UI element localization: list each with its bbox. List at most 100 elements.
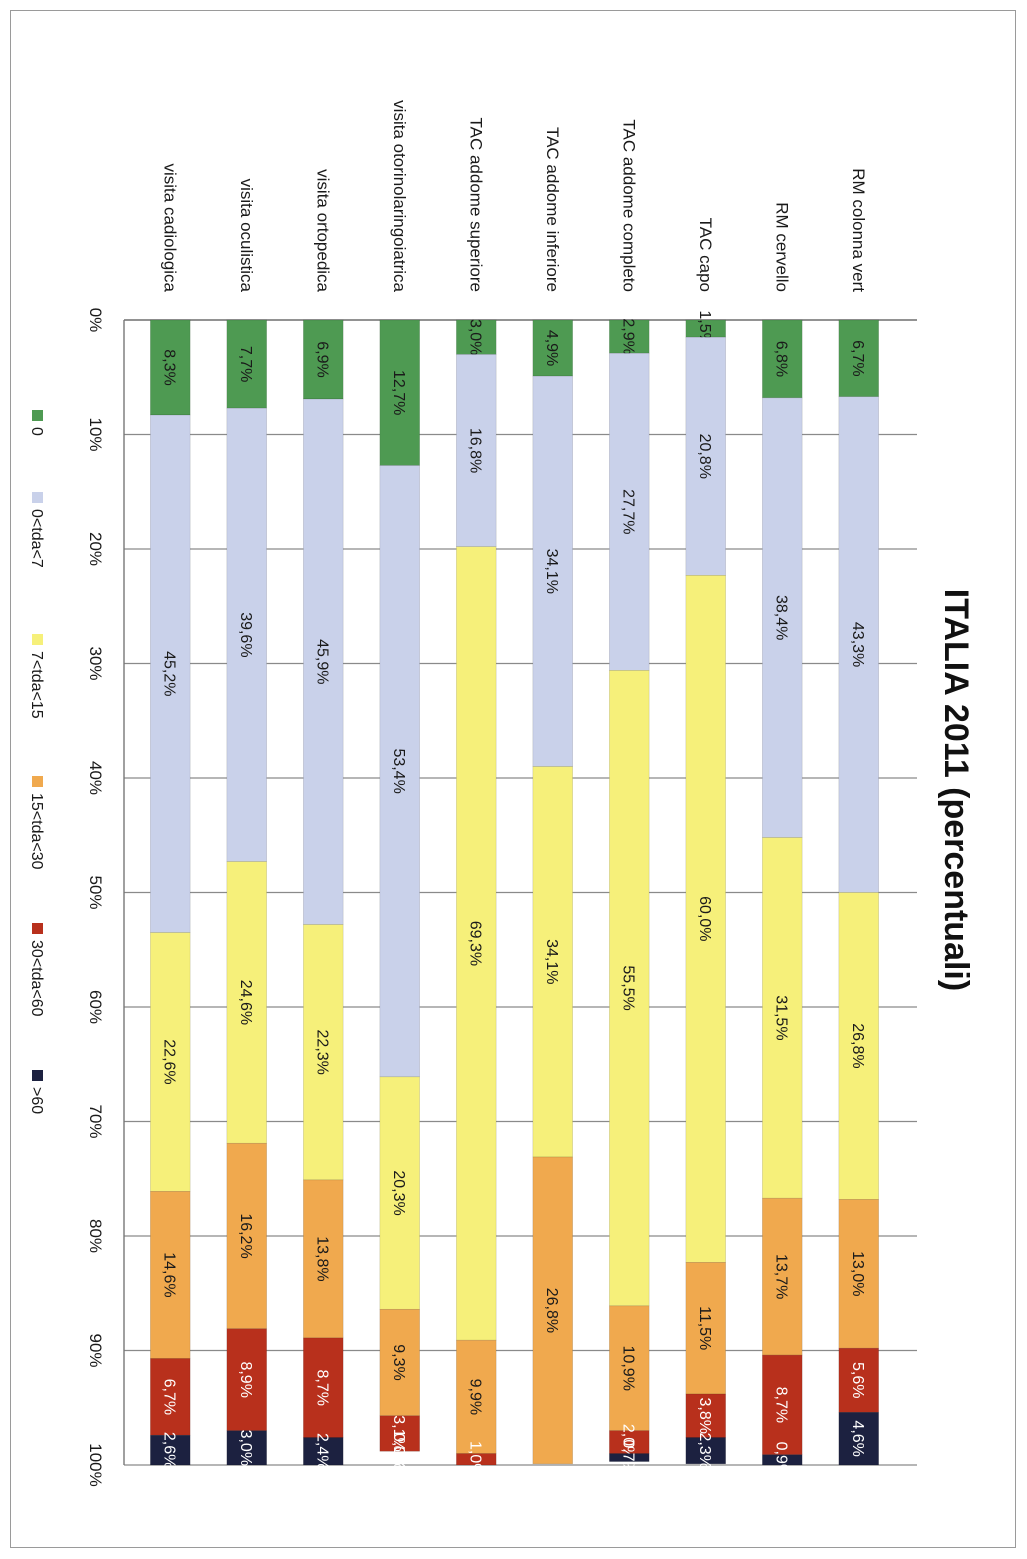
data-label: 16,8% xyxy=(466,428,483,473)
bar-segment xyxy=(150,1434,191,1466)
data-label: 11,5% xyxy=(696,1306,713,1350)
bar-segment xyxy=(150,414,191,933)
data-label: 2,6% xyxy=(160,1432,177,1468)
x-tick-label: 50% xyxy=(86,875,105,909)
data-label: 1,0% xyxy=(466,1441,483,1477)
x-tick-label: 0% xyxy=(86,308,105,333)
data-label: 16,2% xyxy=(237,1213,254,1258)
data-label: 6,7% xyxy=(160,1379,177,1415)
x-tick-label: 10% xyxy=(86,417,105,451)
data-label: 14,6% xyxy=(160,1252,177,1297)
data-label: 20,3% xyxy=(390,1170,407,1215)
bar-segment xyxy=(456,1339,497,1454)
data-label: 39,6% xyxy=(237,612,254,657)
legend-swatch xyxy=(32,634,43,645)
x-tick-label: 90% xyxy=(86,1333,105,1367)
data-label: 20,8% xyxy=(696,434,713,479)
bar-segment xyxy=(762,1454,803,1466)
category-label: visita cadiologica xyxy=(160,163,179,292)
legend-swatch xyxy=(32,923,43,934)
data-label: 8,9% xyxy=(237,1361,254,1397)
bar-segment xyxy=(303,1437,344,1466)
data-label: 2,4% xyxy=(313,1433,330,1469)
chart-title: ITALIA 2011 (percentuali) xyxy=(937,589,975,991)
category-label: TAC capo xyxy=(696,218,715,292)
x-tick-label: 30% xyxy=(86,646,105,680)
category-label: RM colonna vert xyxy=(849,168,868,292)
data-label: 0,0% xyxy=(390,1433,407,1469)
category-label: visita ortopedica xyxy=(313,169,332,292)
data-label: 22,6% xyxy=(160,1039,177,1084)
legend-swatch xyxy=(32,776,43,787)
data-label: 0,7% xyxy=(619,1439,636,1475)
data-label: 8,7% xyxy=(772,1387,789,1423)
data-label: 9,9% xyxy=(466,1379,483,1415)
data-label: 26,8% xyxy=(849,1023,866,1068)
legend-swatch xyxy=(32,492,43,503)
category-label: TAC addome completo xyxy=(619,119,638,292)
data-label: 8,3% xyxy=(160,349,177,385)
bar-segment xyxy=(379,319,420,466)
bar-segment xyxy=(456,1453,497,1466)
legend-label: 15<tda<30 xyxy=(28,793,45,870)
category-label: visita otorinolaringoiatrica xyxy=(390,100,409,292)
category-label: TAC addome superiore xyxy=(466,118,485,293)
x-tick-label: 100% xyxy=(86,1443,105,1486)
data-label: 3,1% xyxy=(390,1415,407,1451)
data-label: 38,4% xyxy=(772,595,789,640)
legend: 0 0<tda<7 7<tda<15 15<tda<30 30<tda<60 >60 xyxy=(28,410,45,1114)
x-tick-label: 40% xyxy=(86,761,105,795)
data-label: 3,0% xyxy=(466,319,483,355)
data-label: 24,6% xyxy=(237,980,254,1025)
x-tick-label: 20% xyxy=(86,532,105,566)
data-label: 8,7% xyxy=(313,1369,330,1405)
data-label: 0,9% xyxy=(772,1442,789,1478)
category-label: TAC addome inferiore xyxy=(543,127,562,292)
rotated-chart-area: 6,7% 43,3% 26,8% 13,0% 5,6% 4,6% 6,8% 38,4% 31,5… xyxy=(28,100,975,1487)
data-label: 13,8% xyxy=(313,1236,330,1281)
data-label: 4,9% xyxy=(543,330,560,366)
data-label: 3,0% xyxy=(237,1430,254,1466)
data-label: 10,9% xyxy=(619,1346,636,1391)
data-label: 34,1% xyxy=(543,939,560,984)
legend-label: 30<tda<60 xyxy=(28,940,45,1017)
data-label: 2,9% xyxy=(619,318,636,354)
data-label: 6,8% xyxy=(772,341,789,377)
data-label: 31,5% xyxy=(772,995,789,1040)
data-label: 45,2% xyxy=(160,651,177,696)
legend-label: 7<tda<15 xyxy=(28,651,45,719)
data-label: 6,7% xyxy=(849,340,866,376)
data-label: 13,0% xyxy=(849,1251,866,1296)
data-label: 5,6% xyxy=(849,1362,866,1398)
category-labels: RM colonna vert RM cervello TAC capo TAC ad… xyxy=(160,100,868,292)
legend-label: >60 xyxy=(28,1087,45,1114)
data-label: 6,9% xyxy=(313,341,330,377)
data-label: 53,4% xyxy=(390,748,407,793)
bars: 6,7% 43,3% 26,8% 13,0% 5,6% 4,6% 6,8% 38,4% 31,5… xyxy=(150,310,879,1478)
data-label: 34,1% xyxy=(543,549,560,594)
bar-segment xyxy=(532,1156,573,1465)
legend-label: 0 xyxy=(28,427,45,436)
data-label: 27,7% xyxy=(619,489,636,534)
x-axis-ticks: 0% 10% 20% 30% 40% 50% 60% 70% 80% 90% 100% xyxy=(86,308,105,1487)
bar-segment xyxy=(685,336,726,576)
bar-segment xyxy=(685,1437,726,1465)
data-label: 4,6% xyxy=(849,1420,866,1456)
data-label: 2,3% xyxy=(696,1432,713,1468)
category-label: RM cervello xyxy=(772,202,791,292)
legend-swatch xyxy=(32,410,43,421)
bar-segment xyxy=(226,1430,267,1466)
bar-segment xyxy=(838,1412,879,1466)
bar-segment xyxy=(609,1453,650,1462)
data-label: 3,8% xyxy=(696,1398,713,1434)
data-label: 69,3% xyxy=(466,921,483,966)
data-label: 26,8% xyxy=(543,1288,560,1333)
data-label: 22,3% xyxy=(313,1030,330,1075)
data-label: 13,7% xyxy=(772,1254,789,1299)
bar-segment xyxy=(379,1415,420,1452)
x-tick-label: 60% xyxy=(86,990,105,1024)
data-label: 9,3% xyxy=(390,1344,407,1380)
data-label: 43,3% xyxy=(849,622,866,667)
data-label: 45,9% xyxy=(313,639,330,684)
